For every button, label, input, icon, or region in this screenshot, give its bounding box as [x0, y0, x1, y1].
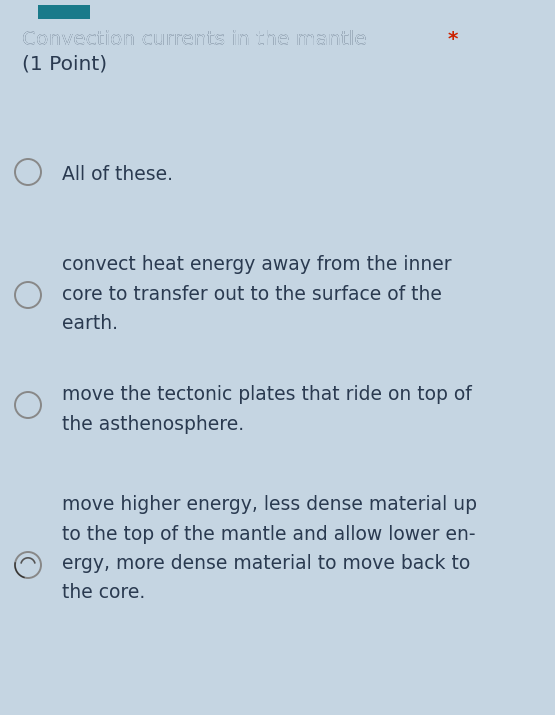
- Text: All of these.: All of these.: [62, 165, 173, 184]
- Text: move the tectonic plates that ride on top of
the asthenosphere.: move the tectonic plates that ride on to…: [62, 385, 472, 433]
- FancyBboxPatch shape: [38, 5, 90, 19]
- Text: convect heat energy away from the inner
core to transfer out to the surface of t: convect heat energy away from the inner …: [62, 255, 452, 333]
- Circle shape: [15, 392, 41, 418]
- Circle shape: [15, 552, 41, 578]
- Text: Convection currents in the mantle: Convection currents in the mantle: [22, 30, 373, 49]
- Text: *: *: [448, 30, 458, 49]
- Text: (1 Point): (1 Point): [22, 55, 107, 74]
- Circle shape: [15, 159, 41, 185]
- Text: move higher energy, less dense material up
to the top of the mantle and allow lo: move higher energy, less dense material …: [62, 495, 477, 603]
- Text: Convection currents in the mantle *: Convection currents in the mantle *: [22, 30, 384, 49]
- Circle shape: [15, 282, 41, 308]
